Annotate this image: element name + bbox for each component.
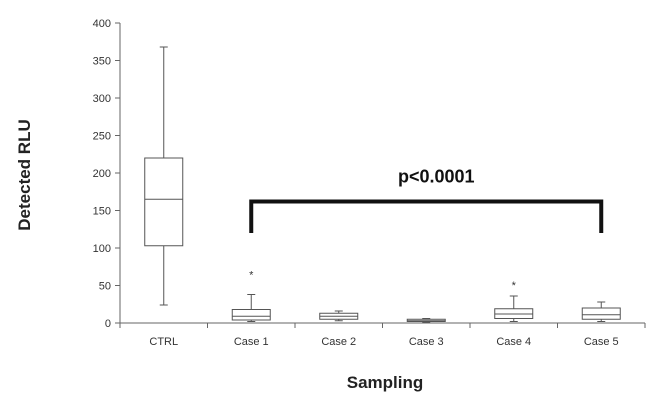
y-tick-label: 150 [93, 206, 111, 218]
outlier-marker: * [249, 269, 254, 281]
y-axis: 0 50 100 150 200 250 300 350 400 [93, 18, 121, 330]
box-ctrl [144, 157, 184, 247]
x-tick-label: Case 2 [321, 336, 356, 348]
boxes: ** [144, 46, 621, 323]
y-tick-label: 0 [105, 318, 111, 330]
x-tick-label: CTRL [149, 336, 178, 348]
p-value-label: p<0.0001 [398, 167, 475, 187]
x-tick-label: Case 4 [496, 336, 531, 348]
x-axis-title: Sampling [347, 373, 424, 392]
x-tick-label: Case 1 [234, 336, 269, 348]
y-tick-label: 350 [93, 56, 111, 68]
y-tick-label: 50 [99, 281, 111, 293]
significance-annotation: p<0.0001 [249, 167, 604, 233]
x-axis: CTRL Case 1 Case 2 Case 3 Case 4 Case 5 [119, 322, 646, 348]
y-tick-label: 400 [93, 18, 111, 30]
y-tick-label: 100 [93, 243, 111, 255]
box-case-5 [581, 307, 621, 320]
box-case-1 [231, 309, 271, 321]
y-axis-title: Detected RLU [15, 119, 34, 230]
outlier-marker: * [512, 280, 517, 292]
y-tick-label: 250 [93, 131, 111, 143]
x-tick-label: Case 5 [584, 336, 619, 348]
x-tick-label: Case 3 [409, 336, 444, 348]
y-tick-label: 300 [93, 93, 111, 105]
y-tick-label: 200 [93, 168, 111, 180]
